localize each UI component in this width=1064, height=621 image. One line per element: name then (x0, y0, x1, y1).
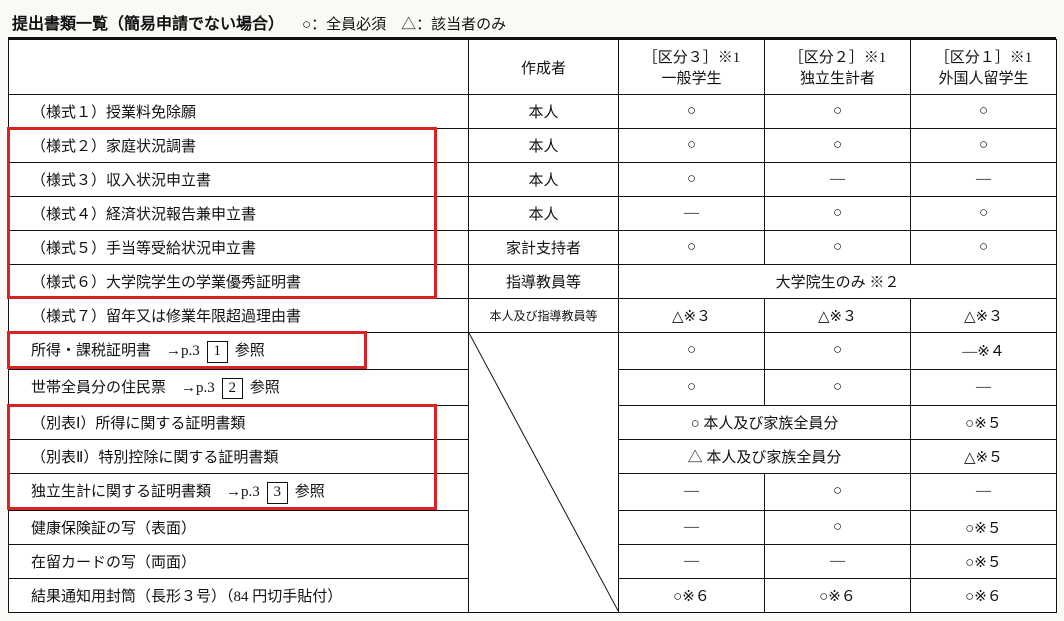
cat2-cell: ○ (765, 129, 911, 163)
cat2-cell: ― (765, 544, 911, 578)
cat3-cell: ― (619, 197, 765, 231)
cat1-cell: ○※５ (911, 510, 1057, 544)
doc-cell: （様式３）収入状況申立書 (9, 163, 469, 197)
cat1-cell: ○※５ (911, 406, 1057, 440)
cat3-cell: ○ (619, 231, 765, 265)
creator-cell: 家計支持者 (469, 231, 619, 265)
cat1-cell: ○ (911, 95, 1057, 129)
doc-cell: 結果通知用封筒（長形３号）（84 円切手貼付） (9, 578, 469, 612)
cat2-cell: ○ (765, 474, 911, 511)
doc-cell: （別表Ⅰ）所得に関する証明書類 (9, 406, 469, 440)
header-creator: 作成者 (469, 40, 619, 95)
header-cat3: ［区分３］※1 一般学生 (619, 40, 765, 95)
doc-cell: 健康保険証の写（表面） (9, 510, 469, 544)
cat1-cell: ○ (911, 231, 1057, 265)
creator-cell: 本人 (469, 129, 619, 163)
table-row: （様式４）経済状況報告兼申立書本人―○○ (9, 197, 1057, 231)
cat3-cell: ○ (619, 163, 765, 197)
doc-cell: （様式５）手当等受給状況申立書 (9, 231, 469, 265)
doc-cell: （様式１）授業料免除願 (9, 95, 469, 129)
header-cat1-bot: 外国人留学生 (938, 71, 1028, 87)
table-row: 所得・課税証明書 →p.3 1 参照○○―※４ (9, 333, 1057, 370)
cat3-cell: ○ (619, 95, 765, 129)
cat2-cell: ○ (765, 95, 911, 129)
header-cat2-bot: 独立生計者 (800, 71, 875, 87)
cat2-cell: ― (765, 163, 911, 197)
cat2-cell: ○※６ (765, 578, 911, 612)
cat2-cell: ○ (765, 510, 911, 544)
documents-table: 作成者 ［区分３］※1 一般学生 ［区分２］※1 独立生計者 ［区分１］※1 外… (8, 39, 1057, 613)
cat3-cell: ○ (619, 333, 765, 370)
creator-cell: 本人及び指導教員等 (469, 299, 619, 333)
creator-cell: 本人 (469, 95, 619, 129)
cat1-cell: ○※５ (911, 544, 1057, 578)
cat2-cell: ○ (765, 333, 911, 370)
header-cat3-bot: 一般学生 (661, 71, 721, 87)
cat3-cell: △※３ (619, 299, 765, 333)
cat2-cell: ○ (765, 231, 911, 265)
header-cat1: ［区分１］※1 外国人留学生 (911, 40, 1057, 95)
table-row: （様式６）大学院学生の学業優秀証明書指導教員等大学院生のみ ※２ (9, 265, 1057, 299)
doc-cell: （様式４）経済状況報告兼申立書 (9, 197, 469, 231)
title-text: 提出書類一覧（簡易申請でない場合） (12, 16, 284, 33)
cat3-cell: ― (619, 474, 765, 511)
doc-cell: （様式７）留年又は修業年限超過理由書 (9, 299, 469, 333)
cat3-cell: ○ (619, 129, 765, 163)
doc-cell: 所得・課税証明書 →p.3 1 参照 (9, 333, 469, 370)
cat1-cell: △※５ (911, 440, 1057, 474)
header-cat1-top: ［区分１］※1 (935, 50, 1033, 66)
merged-cell-34: △ 本人及び家族全員分 (619, 440, 911, 474)
cat1-cell: ○ (911, 197, 1057, 231)
table-row: （様式５）手当等受給状況申立書家計支持者○○○ (9, 231, 1057, 265)
header-cat2-top: ［区分２］※1 (789, 50, 887, 66)
doc-cell: （様式２）家庭状況調書 (9, 129, 469, 163)
doc-cell: 世帯全員分の住民票 →p.3 2 参照 (9, 369, 469, 406)
page-title: 提出書類一覧（簡易申請でない場合） ○：全員必須 △：該当者のみ (8, 8, 1056, 39)
cat2-cell: △※３ (765, 299, 911, 333)
merged-cell-34: ○ 本人及び家族全員分 (619, 406, 911, 440)
creator-cell: 本人 (469, 163, 619, 197)
cat1-cell: ― (911, 163, 1057, 197)
creator-diagonal-cell (469, 333, 619, 613)
cat3-cell: ○※６ (619, 578, 765, 612)
doc-cell: 独立生計に関する証明書類 →p.3 3 参照 (9, 474, 469, 511)
reference-box: 1 (207, 341, 229, 363)
creator-cell: 本人 (469, 197, 619, 231)
doc-cell: （別表Ⅱ）特別控除に関する証明書類 (9, 440, 469, 474)
reference-box: 2 (222, 378, 244, 400)
cat3-cell: ― (619, 544, 765, 578)
cat3-cell: ― (619, 510, 765, 544)
cat1-cell: ○ (911, 129, 1057, 163)
merged-cell: 大学院生のみ ※２ (619, 265, 1057, 299)
table-row: （様式１）授業料免除願本人○○○ (9, 95, 1057, 129)
header-doc (9, 40, 469, 95)
header-cat2: ［区分２］※1 独立生計者 (765, 40, 911, 95)
header-cat3-top: ［区分３］※1 (643, 50, 741, 66)
creator-cell: 指導教員等 (469, 265, 619, 299)
cat3-cell: ○ (619, 369, 765, 406)
table-row: （様式２）家庭状況調書本人○○○ (9, 129, 1057, 163)
reference-box: 3 (267, 482, 289, 504)
table-row: （様式３）収入状況申立書本人○―― (9, 163, 1057, 197)
cat1-cell: ―※４ (911, 333, 1057, 370)
table-row: （様式７）留年又は修業年限超過理由書本人及び指導教員等△※３△※３△※３ (9, 299, 1057, 333)
cat2-cell: ○ (765, 197, 911, 231)
cat1-cell: △※３ (911, 299, 1057, 333)
cat1-cell: ○※６ (911, 578, 1057, 612)
doc-cell: 在留カードの写（両面） (9, 544, 469, 578)
cat1-cell: ― (911, 369, 1057, 406)
cat1-cell: ― (911, 474, 1057, 511)
doc-cell: （様式６）大学院学生の学業優秀証明書 (9, 265, 469, 299)
legend-text: ○：全員必須 △：該当者のみ (302, 17, 506, 33)
cat2-cell: ○ (765, 369, 911, 406)
